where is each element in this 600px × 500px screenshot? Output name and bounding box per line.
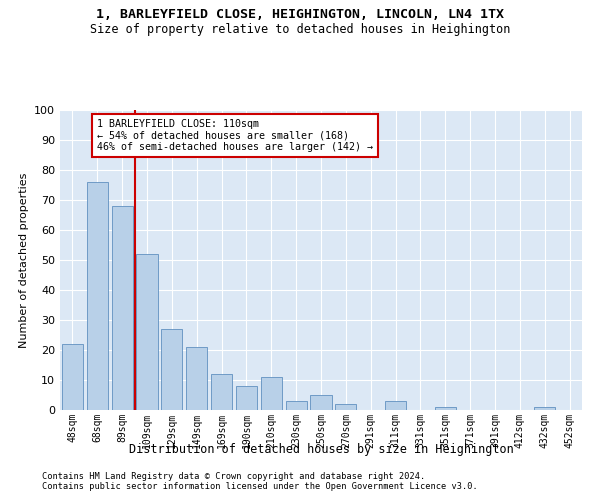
Bar xyxy=(161,329,182,410)
Bar xyxy=(211,374,232,410)
Text: Contains public sector information licensed under the Open Government Licence v3: Contains public sector information licen… xyxy=(42,482,478,491)
Text: Size of property relative to detached houses in Heighington: Size of property relative to detached ho… xyxy=(90,22,510,36)
Bar xyxy=(435,407,456,410)
Bar xyxy=(87,182,108,410)
Text: 1 BARLEYFIELD CLOSE: 110sqm
← 54% of detached houses are smaller (168)
46% of se: 1 BARLEYFIELD CLOSE: 110sqm ← 54% of det… xyxy=(97,119,373,152)
Bar xyxy=(335,404,356,410)
Bar xyxy=(261,377,282,410)
Text: Distribution of detached houses by size in Heighington: Distribution of detached houses by size … xyxy=(128,442,514,456)
Bar xyxy=(136,254,158,410)
Bar xyxy=(310,395,332,410)
Y-axis label: Number of detached properties: Number of detached properties xyxy=(19,172,29,348)
Bar xyxy=(236,386,257,410)
Bar xyxy=(534,407,555,410)
Bar xyxy=(112,206,133,410)
Bar xyxy=(286,401,307,410)
Text: 1, BARLEYFIELD CLOSE, HEIGHINGTON, LINCOLN, LN4 1TX: 1, BARLEYFIELD CLOSE, HEIGHINGTON, LINCO… xyxy=(96,8,504,20)
Text: Contains HM Land Registry data © Crown copyright and database right 2024.: Contains HM Land Registry data © Crown c… xyxy=(42,472,425,481)
Bar xyxy=(62,344,83,410)
Bar xyxy=(186,347,207,410)
Bar xyxy=(385,401,406,410)
